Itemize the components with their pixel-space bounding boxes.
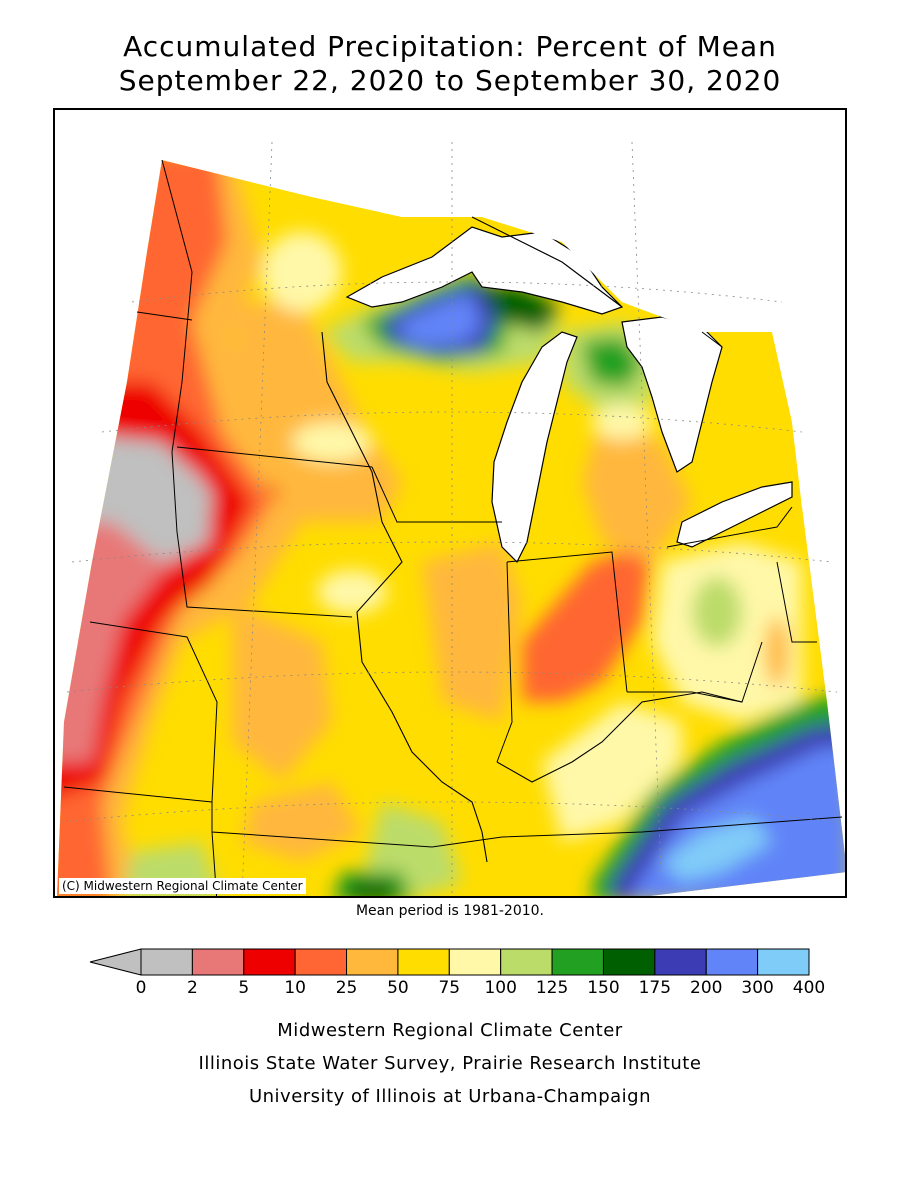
legend-bin-125-150: [551, 948, 604, 976]
legend-tick-label: 0: [136, 978, 147, 998]
legend-bin-0-2: [140, 948, 193, 976]
map-canvas: [55, 110, 845, 896]
map-date-range: September 22, 2020 to September 30, 2020: [118, 64, 782, 97]
legend-tick-label: 400: [793, 978, 825, 998]
legend-bin-2-5: [191, 948, 245, 976]
mean-period-note: Mean period is 1981-2010.: [355, 903, 545, 919]
legend-bin-25-50: [346, 948, 399, 976]
legend-tick-label: 175: [639, 978, 671, 998]
legend-below-arrow: [89, 948, 142, 976]
legend-bin-10-25: [294, 948, 348, 976]
copyright-label: (C) Midwestern Regional Climate Center: [59, 878, 306, 894]
legend-tick-label: 100: [484, 978, 516, 998]
legend-tick-label: 10: [284, 978, 306, 998]
legend-tick-label: 25: [336, 978, 358, 998]
legend-bin-50-75: [397, 948, 450, 976]
legend-bin-5-10: [243, 948, 296, 976]
precipitation-map[interactable]: (C) Midwestern Regional Climate Center: [53, 108, 847, 898]
legend-tick-label: 50: [387, 978, 409, 998]
legend-tick-label: 300: [741, 978, 773, 998]
legend-tick-label: 200: [690, 978, 722, 998]
legend-bin-300-400: [757, 948, 810, 976]
color-legend: 0 2 5 10 25 50 75 100 125 150 175 200 300 400: [89, 948, 825, 998]
map-title: Accumulated Precipitation: Percent of Me…: [123, 30, 777, 63]
footer-line-2: Illinois State Water Survey, Prairie Res…: [198, 1053, 702, 1074]
legend-bin-75-100: [448, 948, 502, 976]
state-boundaries: [63, 159, 843, 896]
legend-bin-175-200: [654, 948, 707, 976]
graticule: [61, 141, 843, 896]
legend-bin-200-300: [705, 948, 759, 976]
legend-bin-100-125: [500, 948, 553, 976]
legend-tick-label: 125: [536, 978, 568, 998]
legend-tick-label: 5: [238, 978, 249, 998]
great-lakes: [345, 226, 793, 564]
footer-line-1: Midwestern Regional Climate Center: [277, 1020, 623, 1041]
footer-line-3: University of Illinois at Urbana-Champai…: [248, 1086, 652, 1107]
legend-tick-label: 75: [438, 978, 460, 998]
legend-tick-label: 2: [187, 978, 198, 998]
legend-bin-150-175: [602, 948, 656, 976]
rivers: [321, 331, 743, 863]
legend-tick-label: 150: [587, 978, 619, 998]
outside-region: [55, 110, 845, 507]
